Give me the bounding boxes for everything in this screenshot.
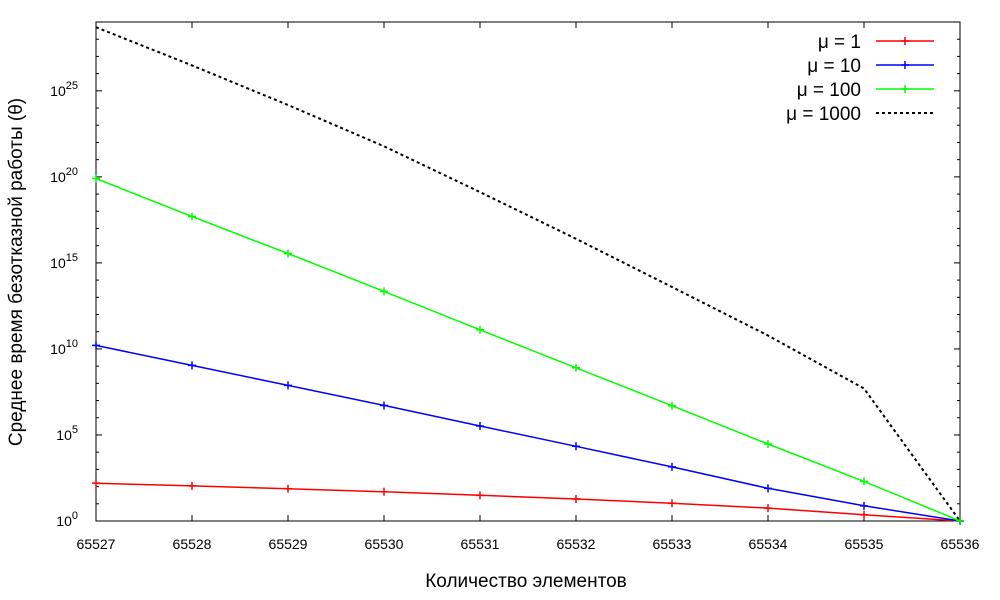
series-line-3 bbox=[95, 177, 961, 522]
x-axis-title: Количество элементов bbox=[425, 571, 627, 592]
x-tick-label: 65535 bbox=[845, 536, 884, 552]
x-tick-label: 65536 bbox=[941, 536, 980, 552]
series-point bbox=[380, 401, 388, 410]
series-point bbox=[572, 494, 580, 503]
series-point bbox=[476, 325, 484, 334]
series-point bbox=[188, 361, 196, 370]
series-point bbox=[668, 499, 676, 508]
legend-label: μ = 1000 bbox=[786, 104, 861, 125]
legend-marker bbox=[901, 61, 909, 69]
series-point bbox=[92, 479, 100, 488]
y-tick-label: 100 bbox=[56, 510, 78, 529]
y-tick-label: 1015 bbox=[50, 252, 78, 271]
x-tick-label: 65533 bbox=[653, 536, 692, 552]
series-point bbox=[860, 501, 868, 510]
series-point bbox=[284, 249, 292, 258]
x-tick-label: 65528 bbox=[173, 536, 212, 552]
series-point bbox=[668, 462, 676, 471]
series-point bbox=[188, 212, 196, 221]
legend-marker bbox=[901, 37, 909, 45]
series-point bbox=[860, 477, 868, 486]
series-point bbox=[668, 401, 676, 410]
y-axis-title: Среднее время безотказной работы (θ) bbox=[6, 98, 27, 446]
series-point bbox=[92, 174, 100, 183]
series-point bbox=[764, 439, 772, 448]
axis-ticks: 65527 65528 65529 65530 65531 65532 65533 65534… bbox=[50, 21, 980, 552]
series-point bbox=[380, 487, 388, 496]
series-line-2 bbox=[95, 344, 961, 522]
x-tick-label: 65530 bbox=[365, 536, 404, 552]
series-point bbox=[188, 481, 196, 490]
x-tick-label: 65529 bbox=[269, 536, 308, 552]
plot-frame bbox=[95, 21, 961, 522]
series-line-1 bbox=[95, 482, 961, 522]
series-point bbox=[572, 442, 580, 451]
series-point bbox=[764, 484, 772, 493]
series-line-4 bbox=[95, 26, 961, 522]
series-point bbox=[860, 510, 868, 519]
legend-marker bbox=[901, 85, 909, 93]
series-point bbox=[284, 381, 292, 390]
y-tick-label: 1020 bbox=[50, 166, 78, 185]
series-point bbox=[284, 484, 292, 493]
x-tick-label: 65534 bbox=[749, 536, 788, 552]
series-point bbox=[476, 491, 484, 500]
legend-label: μ = 1 bbox=[818, 32, 861, 53]
series-point bbox=[92, 341, 100, 350]
y-tick-label: 1010 bbox=[50, 338, 78, 357]
y-tick-label: 1025 bbox=[50, 80, 78, 99]
x-tick-label: 65532 bbox=[557, 536, 596, 552]
series-point bbox=[956, 517, 964, 525]
series-point bbox=[764, 504, 772, 513]
x-tick-label: 65527 bbox=[77, 536, 116, 552]
legend-label: μ = 10 bbox=[807, 56, 861, 77]
series-point bbox=[572, 363, 580, 372]
y-tick-label: 105 bbox=[56, 424, 78, 443]
series-point bbox=[380, 287, 388, 296]
legend-label: μ = 100 bbox=[797, 80, 861, 101]
series-point bbox=[476, 422, 484, 431]
series-layer bbox=[92, 26, 964, 525]
x-tick-label: 65531 bbox=[461, 536, 500, 552]
legend: μ = 1 μ = 10 μ = 100 μ = 1000 bbox=[786, 32, 934, 125]
